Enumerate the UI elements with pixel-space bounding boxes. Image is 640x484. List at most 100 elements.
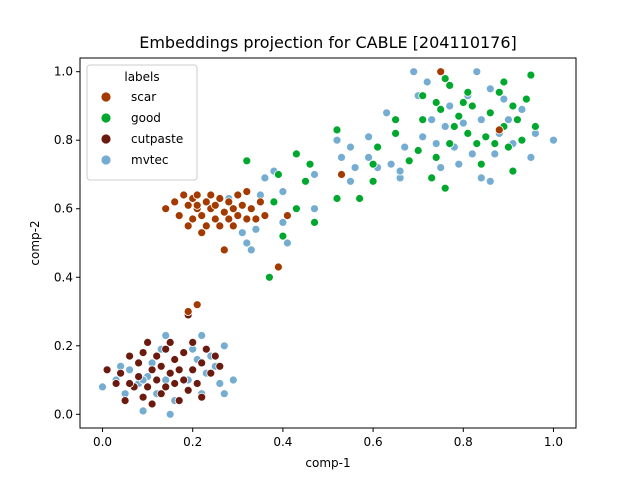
- data-point-mvtec: [549, 135, 558, 145]
- data-point-cutpaste: [179, 348, 189, 358]
- data-point-good: [436, 105, 446, 114]
- legend: labels scar good cutpaste mvtec: [86, 64, 198, 181]
- data-point-good: [373, 142, 383, 152]
- data-point-mvtec: [490, 149, 500, 159]
- chart-title: Embeddings projection for CABLE [2041101…: [139, 33, 517, 52]
- data-point-mvtec: [440, 122, 450, 131]
- data-point-cutpaste: [134, 372, 144, 382]
- legend-items: scar good cutpaste mvtec: [100, 90, 183, 167]
- data-point-scar: [273, 262, 283, 272]
- data-point-mvtec: [499, 94, 509, 104]
- data-point-mvtec: [454, 159, 464, 169]
- data-point-scar: [174, 211, 184, 221]
- data-point-good: [490, 139, 500, 149]
- data-point-mvtec: [98, 382, 107, 392]
- data-point-scar: [183, 200, 193, 210]
- data-point-scar: [179, 190, 189, 200]
- data-point-mvtec: [219, 341, 229, 351]
- data-point-good: [301, 176, 310, 186]
- data-point-scar: [210, 200, 220, 210]
- data-point-mvtec: [161, 331, 171, 340]
- y-axis-label: comp-2: [28, 220, 42, 265]
- series-mvtec: [98, 67, 558, 419]
- data-point-mvtec: [278, 217, 288, 227]
- data-point-scar: [206, 190, 216, 200]
- legend-marker-scar: [100, 91, 112, 103]
- data-point-scar: [188, 214, 198, 224]
- data-point-good: [391, 128, 401, 138]
- data-point-cutpaste: [161, 382, 171, 392]
- data-point-mvtec: [503, 115, 513, 125]
- data-point-good: [278, 231, 288, 241]
- data-point-scar: [215, 194, 225, 203]
- y-tick-label: 0.0: [54, 407, 73, 421]
- data-point-mvtec: [427, 115, 437, 125]
- data-point-mvtec: [215, 379, 225, 388]
- y-axis: 0.0 0.2 0.4 0.6 0.8 1.0: [54, 65, 80, 421]
- data-point-good: [440, 183, 450, 193]
- data-point-scar: [282, 211, 292, 221]
- data-point-mvtec: [346, 176, 355, 186]
- x-tick-label: 0.6: [364, 435, 383, 449]
- data-point-mvtec: [422, 77, 432, 87]
- data-point-scar: [201, 221, 211, 231]
- data-point-cutpaste: [143, 337, 153, 347]
- y-tick-label: 0.2: [54, 339, 73, 353]
- data-point-scar: [215, 221, 225, 231]
- data-point-cutpaste: [201, 344, 211, 354]
- y-tick-label: 0.4: [54, 270, 73, 284]
- data-point-good: [440, 74, 450, 83]
- data-point-good: [391, 115, 401, 125]
- data-point-cutpaste: [138, 392, 148, 402]
- data-point-cutpaste: [120, 396, 130, 406]
- data-point-scar: [192, 300, 202, 310]
- data-point-good: [269, 197, 279, 207]
- data-point-cutpaste: [206, 368, 216, 378]
- legend-marker-mvtec: [100, 154, 112, 166]
- data-point-good: [508, 166, 518, 176]
- y-tick-label: 0.6: [54, 202, 73, 216]
- data-point-good: [368, 176, 378, 186]
- data-point-mvtec: [282, 238, 292, 248]
- data-point-scar: [228, 204, 238, 214]
- series-scar: [161, 67, 504, 316]
- data-point-cutpaste: [125, 379, 135, 388]
- data-point-scar: [224, 197, 234, 207]
- data-point-mvtec: [228, 375, 238, 385]
- data-point-good: [508, 101, 518, 111]
- data-point-cutpaste: [197, 392, 207, 402]
- data-point-cutpaste: [192, 379, 202, 388]
- data-point-good: [494, 87, 504, 97]
- data-point-good: [449, 122, 459, 131]
- data-point-good: [463, 87, 473, 97]
- data-point-good: [445, 139, 455, 149]
- data-point-scar: [201, 197, 211, 207]
- data-point-mvtec: [436, 163, 446, 173]
- data-point-cutpaste: [170, 355, 180, 364]
- data-point-cutpaste: [165, 337, 175, 347]
- data-point-scar: [255, 197, 265, 207]
- data-point-good: [499, 77, 509, 87]
- data-point-mvtec: [458, 118, 468, 128]
- data-point-good: [291, 204, 301, 214]
- data-point-good: [404, 156, 414, 166]
- series-good: [242, 70, 540, 282]
- data-point-scar: [233, 211, 243, 221]
- data-point-good: [264, 272, 274, 282]
- data-point-good: [332, 194, 342, 203]
- data-point-cutpaste: [174, 396, 184, 406]
- data-point-scar: [251, 214, 261, 224]
- data-point-scar: [219, 245, 229, 255]
- data-point-mvtec: [472, 67, 482, 77]
- data-point-mvtec: [337, 152, 346, 162]
- data-point-mvtec: [526, 152, 536, 162]
- x-axis-label: comp-1: [305, 456, 350, 470]
- data-point-mvtec: [517, 105, 527, 114]
- data-point-good: [418, 91, 428, 101]
- data-point-mvtec: [409, 67, 419, 77]
- x-tick-label: 0.4: [273, 435, 292, 449]
- data-point-good: [427, 173, 437, 183]
- data-point-scar: [170, 197, 180, 207]
- data-point-good: [513, 115, 522, 125]
